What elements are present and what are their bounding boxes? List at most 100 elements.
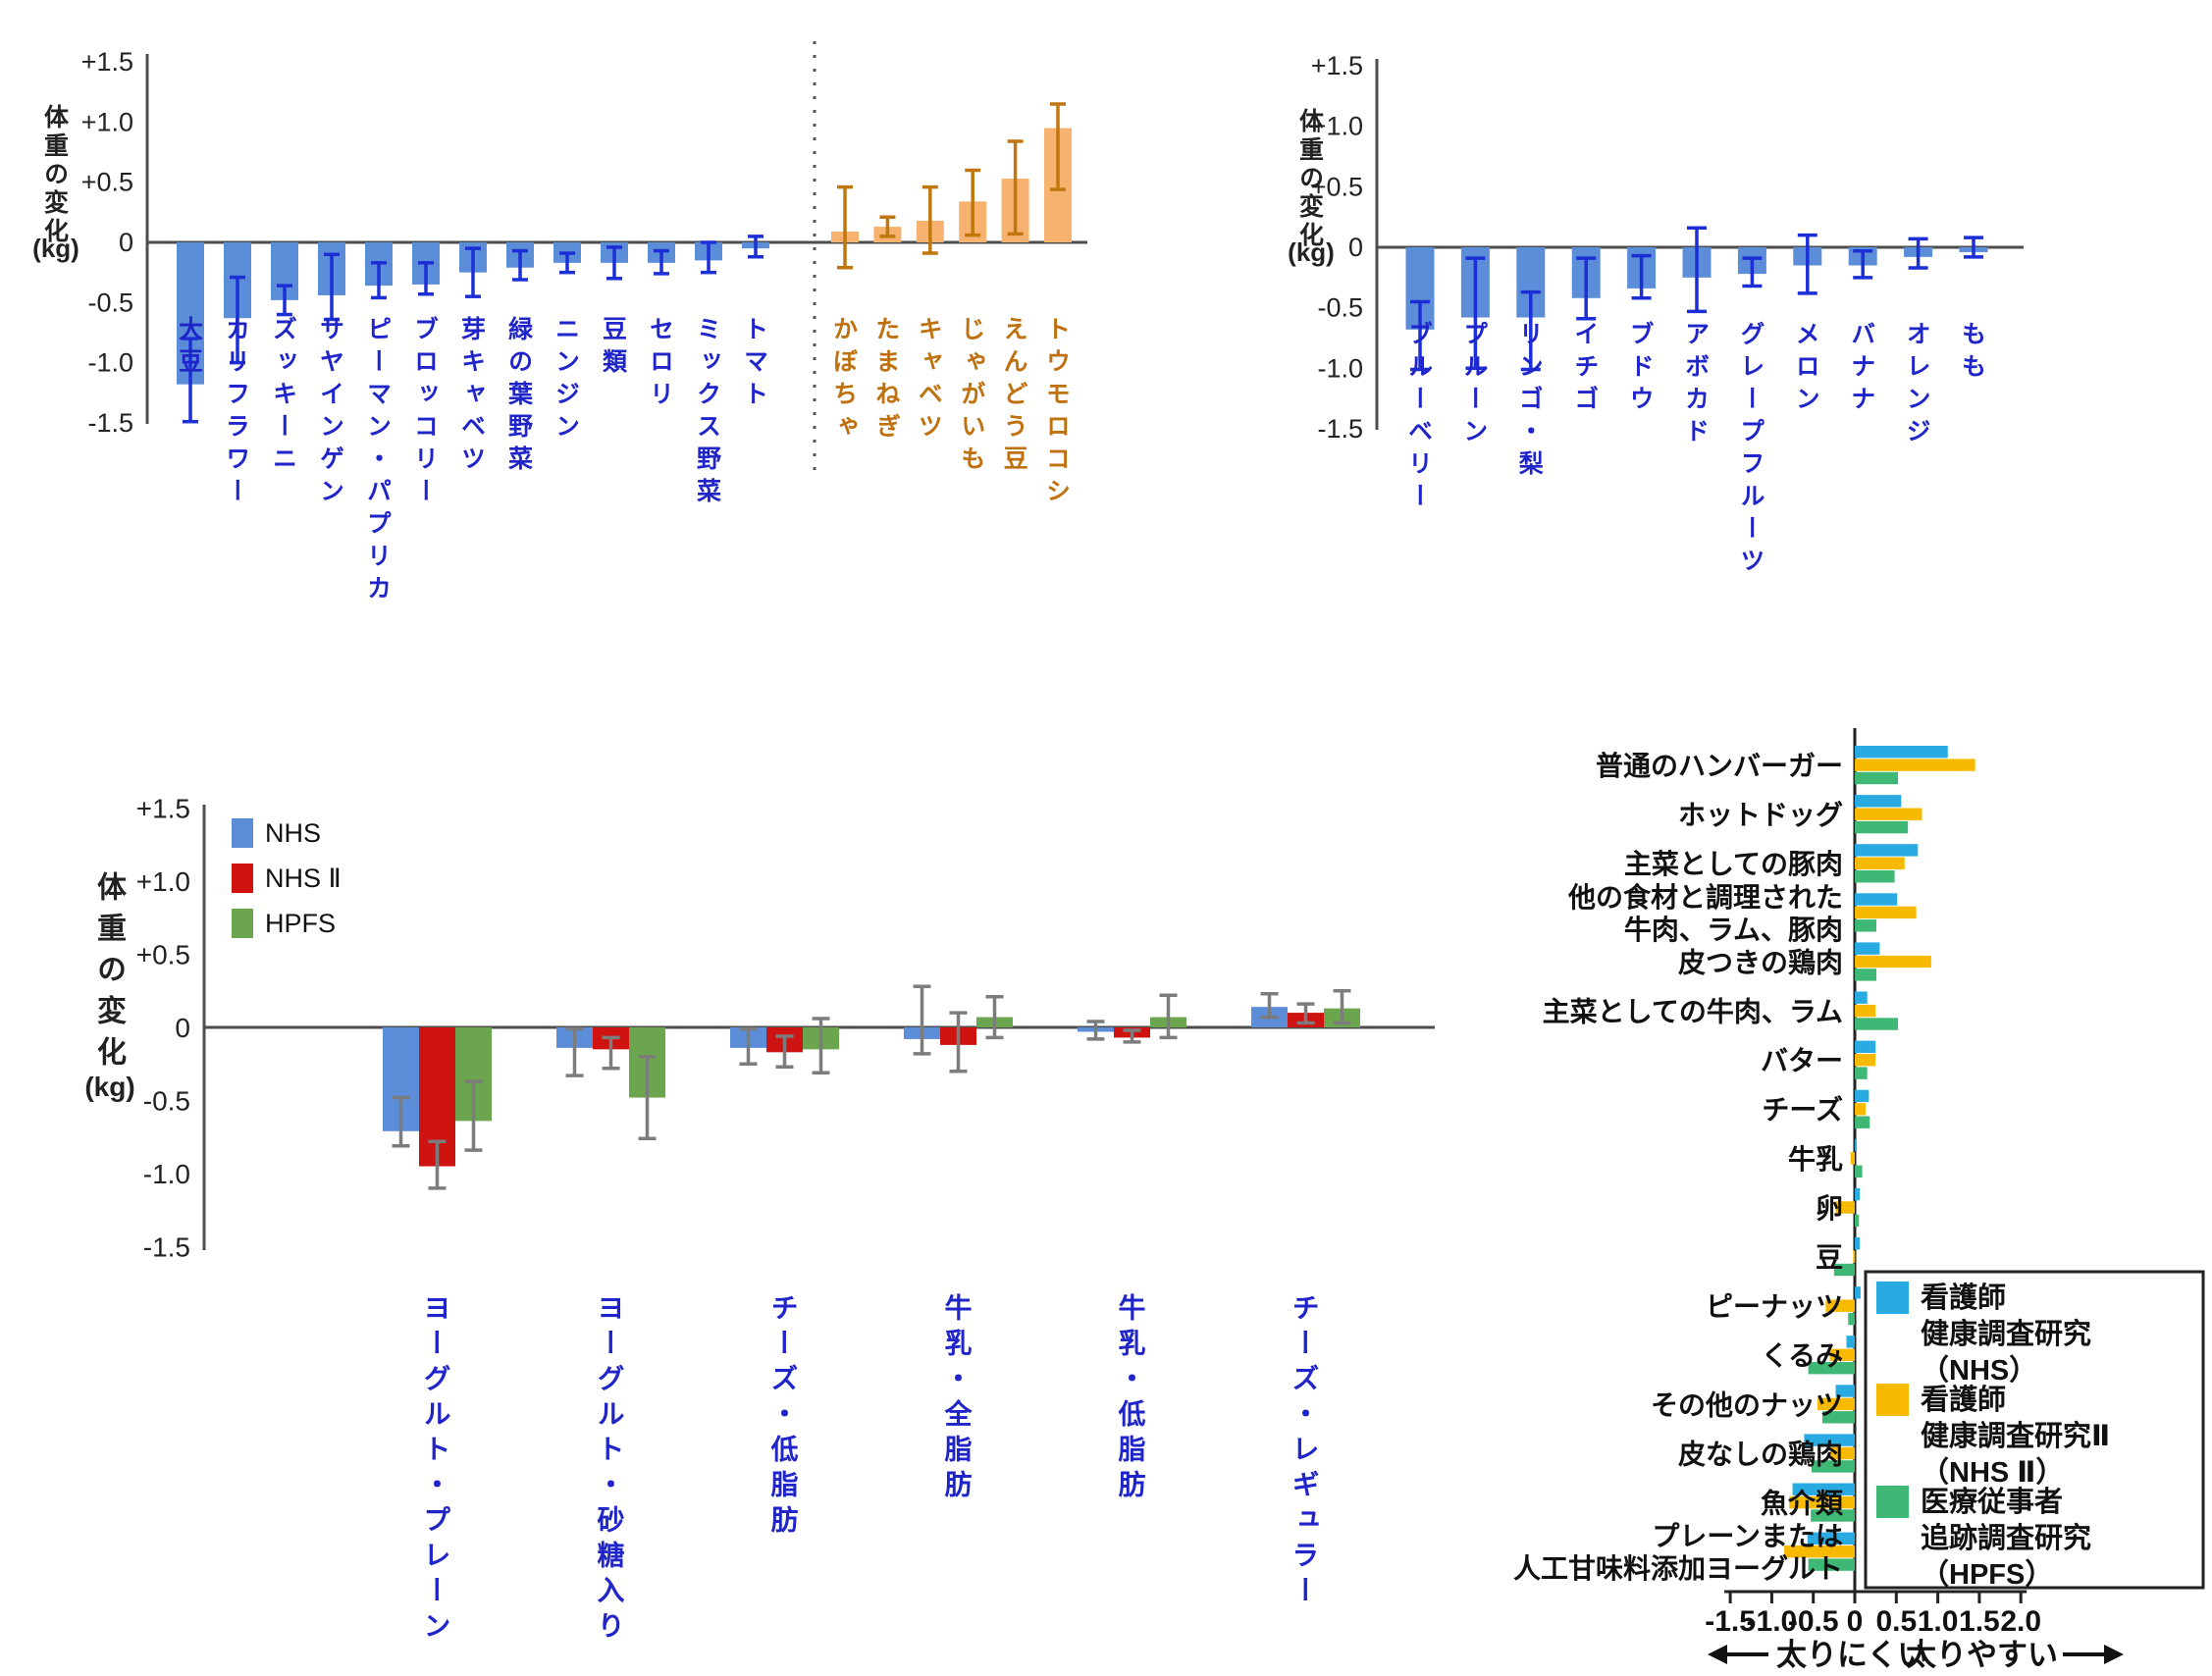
dairy-chart: +1.5 +1.0 +0.5 0 -0.5 -1.0 -1.5 NHS NHS Ⅱ HPFS	[136, 794, 1435, 1263]
category-label-プルーン: プルーン	[1459, 321, 1488, 450]
y-tick-label: -0.5	[1317, 293, 1363, 323]
legend-label-line: 健康調査研究Ⅱ	[1921, 1419, 2110, 1452]
y-tick-label: -1.0	[87, 348, 133, 378]
legend-label-NHS Ⅱ: NHS Ⅱ	[265, 864, 342, 893]
row-label-他の食材と調理された: 他の食材と調理された	[1567, 881, 1843, 913]
hbar-ピーナッツ-看護師健康調査研究（NHS）	[1855, 1286, 1861, 1299]
category-label-かぼちゃ: かぼちゃ	[829, 316, 858, 445]
hbar-牛乳-看護師健康調査研究（NHS）	[1855, 1138, 1857, 1152]
row-label-皮つきの鶏肉: 皮つきの鶏肉	[1678, 947, 1843, 977]
hbar-くるみ-看護師健康調査研究（NHS）	[1846, 1336, 1855, 1348]
hbar-バター-看護師健康調査研究（NHS）	[1855, 1040, 1876, 1053]
y-axis-unit: (kg)	[84, 1072, 135, 1102]
row-label-チーズ: チーズ	[1762, 1094, 1843, 1126]
category-label-大豆: 大豆	[175, 316, 203, 381]
category-label-ブロッコリー: ブロッコリー	[410, 316, 439, 510]
legend-box	[1864, 1270, 2205, 1590]
legend-label-line: （NHS Ⅱ）	[1921, 1456, 2064, 1489]
hbar-皮つきの鶏肉-医療従事者追跡調査研究（HPFS）	[1855, 969, 1876, 981]
hbar-その他のナッツ-看護師健康調査研究（NHS）	[1835, 1385, 1855, 1397]
hbar-豆-医療従事者追跡調査研究（HPFS）	[1833, 1263, 1855, 1277]
x-tick-label: -0.5	[1788, 1605, 1839, 1638]
hbar-普通のハンバーガー-医療従事者追跡調査研究（HPFS）	[1855, 771, 1898, 785]
hbar-普通のハンバーガー-看護師健康調査研究（NHS）	[1855, 746, 1948, 759]
y-tick-label: -0.5	[143, 1086, 190, 1117]
y-tick-label: +1.5	[1311, 51, 1363, 80]
hbar-豆-看護師健康調査研究Ⅱ（NHS Ⅱ）	[1853, 1250, 1856, 1263]
category-label-サヤインゲン: サヤインゲン	[316, 316, 344, 510]
hbar-ピーナッツ-医療従事者追跡調査研究（HPFS）	[1848, 1312, 1855, 1326]
y-tick-label: +1.5	[136, 794, 190, 824]
annotation-more-fattening: 太りやすい	[1906, 1638, 2058, 1672]
hbar-主菜としての牛肉、ラム-看護師健康調査研究（NHS）	[1855, 991, 1868, 1004]
category-label-グレープフルーツ: グレープフルーツ	[1736, 321, 1764, 580]
x-tick-label: -1.0	[1747, 1605, 1798, 1638]
legend-label-line: （HPFS）	[1921, 1558, 2053, 1591]
hbar-チーズ-医療従事者追跡調査研究（HPFS）	[1855, 1116, 1870, 1128]
row-label-卵: 卵	[1816, 1193, 1843, 1224]
y-tick-label: -1.0	[1317, 353, 1363, 383]
hbar-皮つきの鶏肉-看護師健康調査研究（NHS）	[1855, 942, 1880, 955]
legend-label-line: 看護師	[1921, 1383, 2006, 1416]
legend-swatch-NHS Ⅱ	[232, 864, 253, 893]
hbar-他の食材と調理された-医療従事者追跡調査研究（HPFS）	[1855, 919, 1876, 932]
legend-swatch-（HPFS）	[1876, 1486, 1909, 1518]
y-tick-label: +1.0	[1311, 112, 1363, 141]
hbar-主菜としての豚肉-看護師健康調査研究（NHS）	[1855, 844, 1919, 857]
hbar-卵-看護師健康調査研究（NHS）	[1855, 1187, 1861, 1201]
hbar-皮なしの鶏肉-看護師健康調査研究（NHS）	[1804, 1434, 1855, 1446]
y-tick-label: -1.0	[143, 1159, 190, 1189]
category-label-ヨーグルト・砂糖入り: ヨーグルト・砂糖入り	[594, 1293, 625, 1647]
category-label-アボカド: アボカド	[1681, 321, 1710, 450]
y-tick-label: 0	[1348, 233, 1363, 262]
hbar-ホットドッグ-医療従事者追跡調査研究（HPFS）	[1855, 820, 1909, 834]
row-label-プレーンまたは: プレーンまたは	[1652, 1521, 1843, 1551]
right-arrow-head	[2104, 1645, 2124, 1664]
x-tick-label: 0	[1847, 1605, 1864, 1638]
hbar-バター-看護師健康調査研究Ⅱ（NHS Ⅱ）	[1855, 1054, 1876, 1067]
y-tick-label: +0.5	[81, 168, 133, 197]
hbar-主菜としての豚肉-医療従事者追跡調査研究（HPFS）	[1855, 870, 1895, 883]
category-label-たまねぎ: たまねぎ	[871, 316, 900, 445]
annotation-less-fattening: 太りにくい	[1776, 1638, 1927, 1672]
category-label-チーズ・レギュラー: チーズ・レギュラー	[1289, 1293, 1320, 1611]
category-label-バナナ: バナナ	[1847, 321, 1875, 418]
row-label-くるみ: くるみ	[1762, 1340, 1843, 1371]
legend-swatch-NHS	[232, 818, 253, 848]
category-label-牛乳・全脂肪: 牛乳・全脂肪	[941, 1293, 973, 1505]
hbar-くるみ-看護師健康調査研究Ⅱ（NHS Ⅱ）	[1829, 1348, 1855, 1361]
hbar-チーズ-看護師健康調査研究（NHS）	[1855, 1089, 1870, 1103]
hbar-牛乳-看護師健康調査研究Ⅱ（NHS Ⅱ）	[1850, 1152, 1855, 1165]
x-tick-label: 0.5	[1875, 1605, 1917, 1638]
hbar-プレーンまたは-看護師健康調査研究（NHS）	[1807, 1532, 1855, 1545]
hbar-主菜としての牛肉、ラム-医療従事者追跡調査研究（HPFS）	[1855, 1018, 1898, 1030]
hbar-他の食材と調理された-看護師健康調査研究Ⅱ（NHS Ⅱ）	[1855, 906, 1917, 919]
category-label-ピーマン・パプリカ: ピーマン・パプリカ	[363, 316, 392, 607]
row-label-プレーンまたは: 人工甘味料添加ヨーグルト	[1513, 1553, 1843, 1584]
y-tick-label: +1.0	[81, 107, 133, 136]
row-label-牛乳: 牛乳	[1788, 1144, 1843, 1175]
hbar-ピーナッツ-看護師健康調査研究Ⅱ（NHS Ⅱ）	[1825, 1299, 1855, 1312]
row-label-主菜としての牛肉、ラム: 主菜としての牛肉、ラム	[1543, 997, 1843, 1027]
x-tick-label: 1.0	[1918, 1605, 1959, 1638]
legend-label-line: 医療従事者	[1921, 1486, 2063, 1518]
category-label-メロン: メロン	[1792, 321, 1820, 418]
y-tick-label: 0	[119, 228, 133, 257]
left-arrow-head	[1708, 1645, 1727, 1664]
y-tick-label: 0	[175, 1013, 190, 1043]
hbar-ホットドッグ-看護師健康調査研究（NHS）	[1855, 795, 1902, 808]
category-label-ヨーグルト・プレーン: ヨーグルト・プレーン	[420, 1293, 451, 1647]
y-tick-label: +0.5	[1311, 172, 1363, 201]
hbar-バター-医療従事者追跡調査研究（HPFS）	[1855, 1067, 1868, 1079]
category-label-ブルーベリー: ブルーベリー	[1404, 321, 1433, 515]
row-label-他の食材と調理された: 牛肉、ラム、豚肉	[1624, 915, 1843, 945]
hbar-卵-看護師健康調査研究Ⅱ（NHS Ⅱ）	[1835, 1201, 1855, 1214]
x-tick-label: 2.0	[2000, 1605, 2041, 1638]
hbar-チーズ-看護師健康調査研究Ⅱ（NHS Ⅱ）	[1855, 1103, 1866, 1116]
row-label-普通のハンバーガー: 普通のハンバーガー	[1596, 751, 1843, 781]
legend-label-line: 健康調査研究	[1921, 1317, 2091, 1350]
legend-label-HPFS: HPFS	[265, 909, 336, 938]
y-tick-label: -1.5	[87, 408, 133, 438]
row-label-皮なしの鶏肉: 皮なしの鶏肉	[1678, 1439, 1843, 1469]
